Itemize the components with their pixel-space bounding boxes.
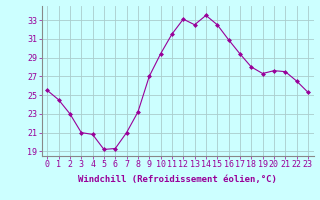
X-axis label: Windchill (Refroidissement éolien,°C): Windchill (Refroidissement éolien,°C): [78, 175, 277, 184]
